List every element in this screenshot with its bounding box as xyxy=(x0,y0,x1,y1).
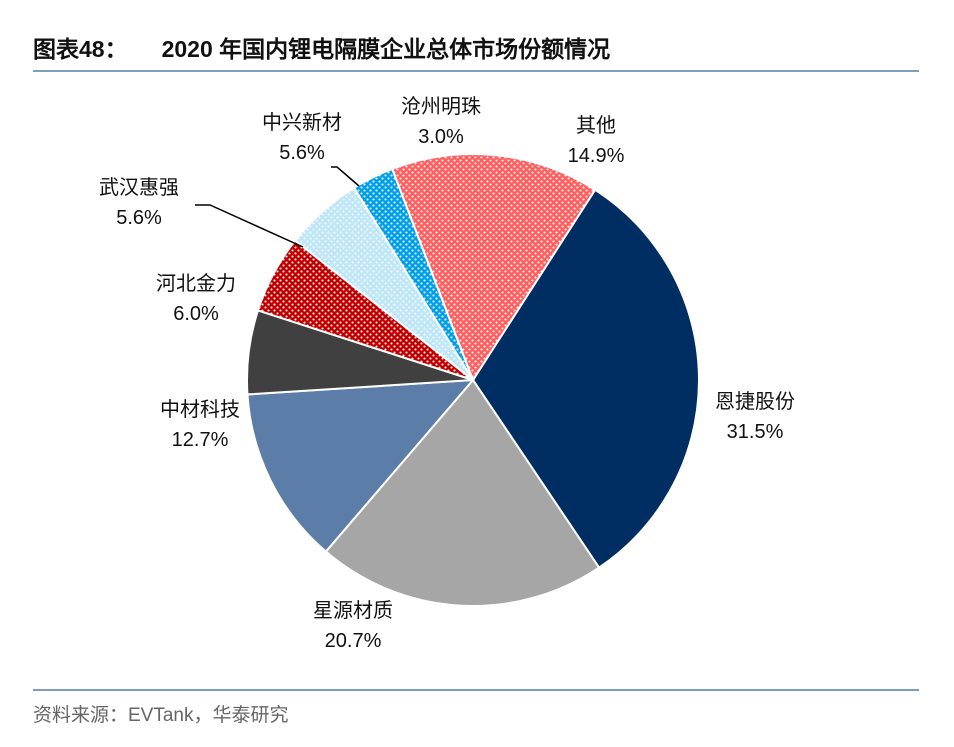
leader-lines xyxy=(195,166,360,248)
slice-label-1: 恩捷股份 31.5% xyxy=(715,390,795,443)
slice-label-4: 河北金力 6.0% xyxy=(156,272,236,325)
pie-slice-2 xyxy=(324,378,601,607)
pie-slice-8 xyxy=(390,153,597,383)
pie-slice-3 xyxy=(246,378,476,553)
pie-slice-1 xyxy=(471,188,700,569)
source-note: 资料来源：EVTank，华泰研究 xyxy=(33,705,289,726)
slice-label-6: 中兴新材 5.6% xyxy=(262,111,342,164)
slice-label-8: 其他 14.9% xyxy=(568,114,625,167)
slice-label-7: 沧州明珠 3.0% xyxy=(401,95,481,148)
pie-slices xyxy=(246,153,700,607)
figure-title: 图表48： 2020 年国内锂电隔膜企业总体市场份额情况 xyxy=(33,30,610,64)
leader-line-6 xyxy=(331,166,360,187)
slice-labels: 恩捷股份 31.5% 星源材质 20.7% 中材科技 12.7% 河北金力 6.0% 武汉惠强 5… xyxy=(99,95,795,652)
slice-label-3: 中材科技 12.7% xyxy=(160,398,240,451)
figure-number: 图表48： xyxy=(33,36,128,62)
slice-label-5: 武汉惠强 5.6% xyxy=(99,176,179,229)
figure-title-text: 2020 年国内锂电隔膜企业总体市场份额情况 xyxy=(161,36,611,62)
source-divider xyxy=(33,689,919,691)
slice-label-2: 星源材质 20.7% xyxy=(313,599,393,652)
leader-line-5 xyxy=(195,204,304,248)
title-divider xyxy=(33,70,919,72)
